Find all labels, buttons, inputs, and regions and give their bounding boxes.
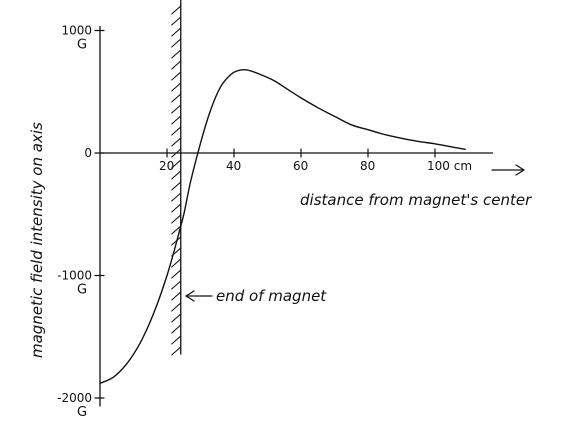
magnet-hatch-mark — [171, 93, 182, 103]
x-tick-label: 100 cm — [427, 159, 472, 173]
annotation-arrow — [185, 290, 213, 302]
annotation-label: end of magnet — [216, 287, 327, 305]
series — [99, 69, 466, 384]
y-tick-label: 0 — [84, 146, 92, 160]
magnet-end-hatching — [171, 0, 182, 356]
y-tick-label: -1000 — [57, 269, 92, 283]
magnet-hatch-mark — [171, 5, 182, 15]
x-tick-label: 40 — [226, 159, 241, 173]
magnet-hatch-mark — [171, 170, 182, 180]
magnet-hatch-mark — [171, 302, 182, 312]
magnet-hatch-mark — [171, 214, 182, 224]
magnet-hatch-mark — [171, 60, 182, 70]
magnet-hatch-mark — [171, 148, 182, 158]
x-tick-label: 80 — [360, 159, 375, 173]
magnet-hatch-mark — [171, 27, 182, 37]
magnet-hatch-mark — [171, 104, 182, 114]
x-tick-label: 20 — [159, 159, 174, 173]
magnet-hatch-mark — [171, 335, 182, 345]
magnet-hatch-mark — [171, 126, 182, 136]
y-axis-label: magnetic field intensity on axis — [28, 122, 46, 358]
magnet-hatch-mark — [171, 137, 182, 147]
magnet-hatch-mark — [171, 159, 182, 169]
magnet-hatch-mark — [171, 16, 182, 26]
magnet-hatch-mark — [171, 181, 182, 191]
magnet-hatch-mark — [171, 192, 182, 202]
magnet-hatch-mark — [171, 324, 182, 334]
magnet-hatch-mark — [171, 115, 182, 125]
axes — [99, 25, 494, 407]
y-tick-label: -2000 — [57, 391, 92, 405]
tick-marks — [94, 29, 436, 399]
y-tick-unit: G — [77, 405, 87, 420]
magnet-hatch-mark — [171, 71, 182, 81]
y-tick-label: 1000 — [61, 24, 92, 38]
magnet-hatch-mark — [171, 313, 182, 323]
magnet-hatch-mark — [171, 49, 182, 59]
x-axis-arrow — [491, 164, 525, 176]
x-axis-label: distance from magnet's center — [300, 191, 532, 209]
magnet-hatch-mark — [171, 225, 182, 235]
magnet-hatch-mark — [171, 280, 182, 290]
magnet-hatch-mark — [171, 258, 182, 268]
field-curve — [99, 69, 466, 384]
x-tick-label: 60 — [293, 159, 308, 173]
magnet-hatch-mark — [171, 269, 182, 279]
magnet-hatch-mark — [171, 38, 182, 48]
magnet-hatch-mark — [171, 291, 182, 301]
magnet-hatch-mark — [171, 82, 182, 92]
y-tick-unit: G — [77, 283, 87, 298]
magnet-hatch-mark — [171, 203, 182, 213]
y-tick-unit: G — [77, 38, 87, 53]
magnet-hatch-mark — [171, 346, 182, 356]
